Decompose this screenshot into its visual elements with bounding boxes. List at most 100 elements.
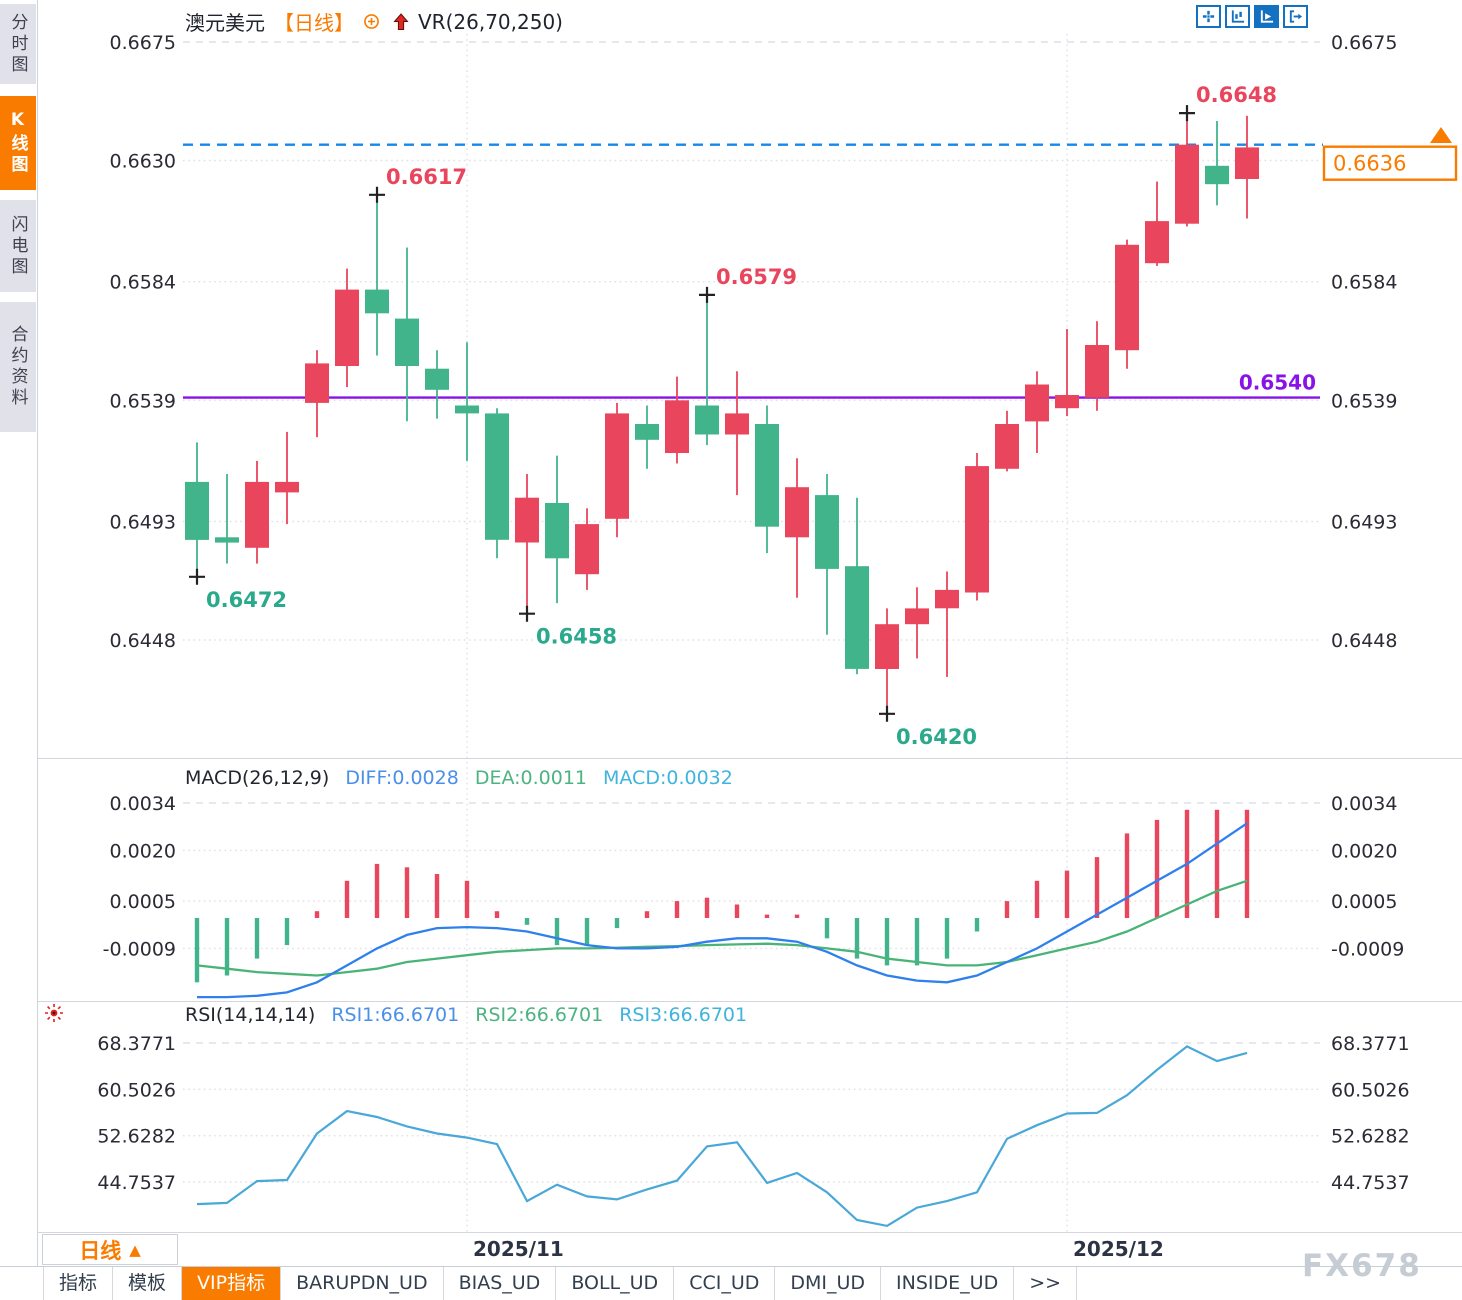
axis-candles-button[interactable] — [1225, 5, 1250, 28]
extreme-marker — [369, 186, 385, 203]
candle[interactable] — [545, 503, 569, 559]
tab-BARUPDN_UD[interactable]: BARUPDN_UD — [281, 1267, 444, 1300]
candle[interactable] — [995, 424, 1019, 469]
candle[interactable] — [965, 466, 989, 593]
tab->>[interactable]: >> — [1014, 1267, 1078, 1300]
tab-DMI_UD[interactable]: DMI_UD — [775, 1267, 882, 1300]
candle[interactable] — [755, 424, 779, 527]
candle[interactable] — [305, 363, 329, 403]
rsi-line — [196, 1045, 1248, 1228]
rsi3-value: RSI3:66.6701 — [619, 1004, 748, 1026]
candle[interactable] — [1115, 244, 1139, 351]
rsi-header: RSI(14,14,14) RSI1:66.6701 RSI2:66.6701 … — [185, 1004, 747, 1026]
candle[interactable] — [335, 289, 359, 366]
chart-toolbar — [1196, 5, 1308, 28]
candle[interactable] — [215, 537, 239, 543]
candle[interactable] — [1055, 395, 1079, 409]
candles-layer — [185, 113, 1259, 714]
extreme-marker — [1179, 105, 1195, 122]
macd-title: MACD(26,12,9) — [185, 767, 330, 789]
current-price-label: 0.6636 — [1333, 152, 1406, 176]
candle[interactable] — [455, 405, 479, 414]
sidebar-item-4[interactable]: 合约资料 — [0, 302, 36, 432]
candle[interactable] — [725, 413, 749, 435]
candle[interactable] — [1025, 384, 1049, 422]
tab-INSIDE_UD[interactable]: INSIDE_UD — [881, 1267, 1015, 1300]
candle[interactable] — [845, 566, 869, 669]
candle[interactable] — [785, 487, 809, 538]
candle[interactable] — [635, 424, 659, 440]
price-axis-label-right: 0.6448 — [1331, 630, 1397, 652]
auto-play-button[interactable] — [1254, 5, 1279, 28]
macd-macd-value: MACD:0.0032 — [603, 767, 733, 789]
rsi-title: RSI(14,14,14) — [185, 1004, 316, 1026]
tab-BOLL_UD[interactable]: BOLL_UD — [556, 1267, 675, 1300]
candle[interactable] — [665, 400, 689, 453]
rsi-axis-label-right: 44.7537 — [1331, 1172, 1410, 1194]
chart-canvas[interactable]: 0.6675 0.6630 0.6584 0.6539 0.6493 0.6448 0.66… — [0, 0, 1462, 1240]
candle[interactable] — [1205, 165, 1229, 185]
price-axis-label-right: 0.6493 — [1331, 512, 1397, 534]
candle[interactable] — [905, 608, 929, 625]
candle[interactable] — [935, 589, 959, 609]
sidebar-item-1[interactable]: 分时图 — [0, 4, 36, 84]
candle[interactable] — [1085, 345, 1109, 398]
candle[interactable] — [605, 413, 629, 519]
candle[interactable] — [515, 497, 539, 543]
current-price-box — [1322, 145, 1458, 181]
sidebar-item-2[interactable]: K线图 — [0, 96, 36, 190]
candle[interactable] — [815, 495, 839, 569]
price-axis-label-left: 0.6539 — [110, 390, 176, 412]
go-to-latest-button[interactable] — [1283, 5, 1308, 28]
price-axis-label-right: 0.6539 — [1331, 390, 1397, 412]
rsi-axis-label-right: 68.3771 — [1331, 1033, 1410, 1055]
diff-line — [197, 822, 1248, 999]
macd-axis-label-right: 0.0034 — [1331, 793, 1397, 815]
candle[interactable] — [1145, 221, 1169, 264]
tab-模板[interactable]: 模板 — [113, 1267, 183, 1300]
dea-line — [196, 879, 1248, 977]
candle[interactable] — [395, 318, 419, 366]
up-arrow-icon — [393, 12, 409, 31]
candle[interactable] — [695, 405, 719, 435]
candle[interactable] — [245, 481, 269, 548]
macd-header: MACD(26,12,9) DIFF:0.0028 DEA:0.0011 MAC… — [185, 767, 733, 789]
candle[interactable] — [1235, 147, 1259, 179]
price-axis-label-left: 0.6448 — [110, 630, 176, 652]
symbol-title: 澳元美元 — [185, 11, 265, 35]
alert-sun-icon[interactable] — [44, 1003, 64, 1027]
candle[interactable] — [425, 368, 449, 390]
tab-CCI_UD[interactable]: CCI_UD — [674, 1267, 776, 1300]
rsi1-value: RSI1:66.6701 — [331, 1004, 460, 1026]
candle[interactable] — [485, 413, 509, 540]
tab-指标[interactable]: 指标 — [44, 1267, 114, 1300]
period-selector[interactable]: 日线 ▲ — [42, 1234, 178, 1265]
candle[interactable] — [875, 624, 899, 669]
price-axis-label-right: 0.6584 — [1331, 272, 1397, 294]
macd-axis-label-right: -0.0009 — [1331, 938, 1404, 960]
crosshair-button[interactable] — [1196, 5, 1221, 28]
candle[interactable] — [1175, 144, 1199, 224]
extreme-marker — [189, 568, 205, 585]
candle[interactable] — [275, 481, 299, 493]
candle[interactable] — [185, 481, 209, 540]
sidebar-item-3[interactable]: 闪电图 — [0, 200, 36, 292]
price-annotation: 0.6420 — [896, 725, 977, 749]
candle[interactable] — [575, 524, 599, 575]
macd-dea-value: DEA:0.0011 — [474, 767, 587, 789]
price-axis-label-left: 0.6493 — [110, 512, 176, 534]
tab-VIP指标[interactable]: VIP指标 — [182, 1267, 282, 1300]
rsi-axis-label-left: 60.5026 — [97, 1079, 176, 1101]
price-axis-label-left: 0.6630 — [110, 151, 176, 173]
chart-svg[interactable]: 0.6675 0.6630 0.6584 0.6539 0.6493 0.6448 0.66… — [0, 0, 1462, 1240]
price-annotation: 0.6472 — [206, 588, 287, 612]
candle[interactable] — [365, 289, 389, 314]
x-axis-strip: 日线 ▲ 2025/11 2025/12 — [38, 1232, 1462, 1266]
add-indicator-icon[interactable] — [363, 13, 380, 30]
rsi-axis-label-right: 52.6282 — [1331, 1126, 1410, 1148]
macd-axis-label-left: 0.0034 — [110, 793, 176, 815]
rsi2-value: RSI2:66.6701 — [475, 1004, 604, 1026]
price-axis-label-right: 0.6675 — [1331, 32, 1397, 54]
tab-BIAS_UD[interactable]: BIAS_UD — [444, 1267, 557, 1300]
